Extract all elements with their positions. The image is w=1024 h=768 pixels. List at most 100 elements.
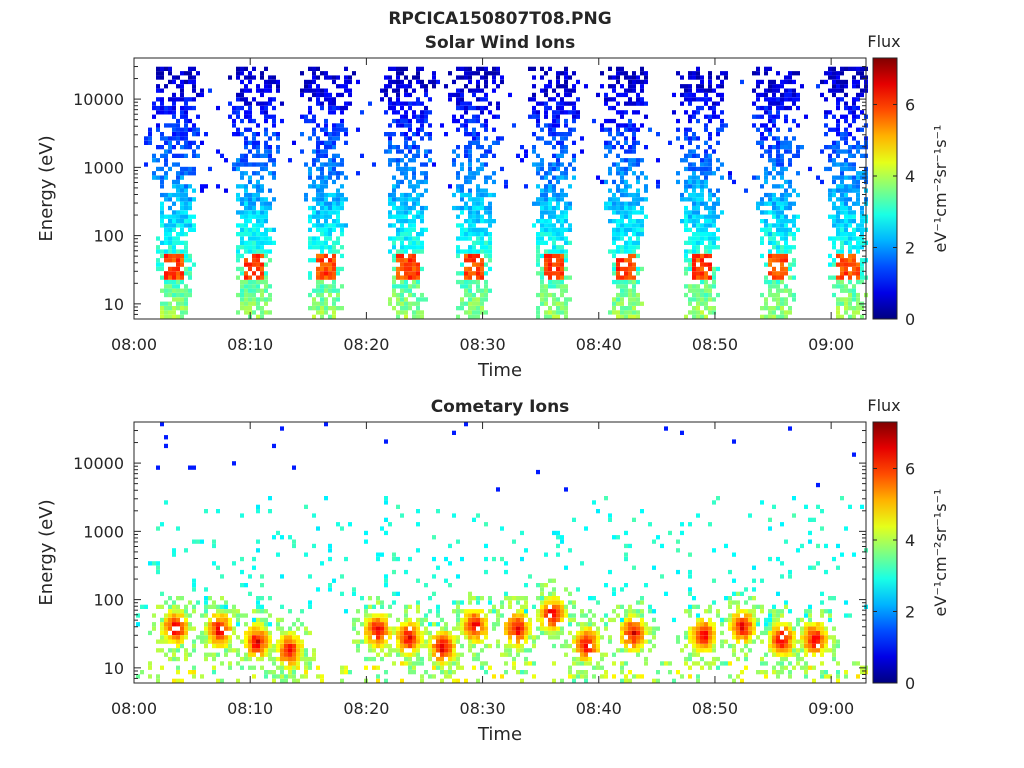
heat-cell (516, 670, 520, 675)
heat-cell (316, 201, 320, 206)
heat-cell (388, 214, 392, 219)
heat-cell (764, 219, 768, 224)
heat-cell (456, 617, 460, 623)
heat-cell (612, 105, 616, 111)
heat-cell (860, 210, 864, 215)
heat-cell (772, 101, 776, 106)
heat-cell (136, 674, 140, 679)
heat-cell (620, 301, 624, 306)
heat-cell (268, 639, 272, 644)
heat-cell (180, 609, 184, 614)
heat-cell (696, 236, 700, 241)
heat-cell (464, 292, 468, 298)
heat-cell (336, 123, 340, 128)
heat-cell (308, 88, 312, 93)
heat-cell (752, 175, 756, 180)
heat-cell (264, 670, 268, 675)
heat-cell (236, 652, 240, 657)
solar-wind-axes-frame (133, 57, 867, 320)
heat-cell (180, 197, 184, 202)
heat-cell (268, 596, 272, 601)
heat-cell (704, 162, 708, 167)
heat-cell (264, 288, 268, 293)
heat-cell (500, 166, 504, 172)
heat-cell (192, 166, 196, 172)
heat-cell (400, 262, 404, 267)
heat-cell (552, 175, 556, 180)
heat-cell (400, 71, 404, 76)
heat-cell (184, 132, 188, 137)
heat-cell (252, 184, 256, 189)
heat-cell (396, 219, 400, 224)
heat-cell (416, 236, 420, 241)
heat-cell (784, 271, 788, 276)
heat-cell (188, 166, 192, 172)
heat-cell (832, 258, 836, 263)
heat-cell (332, 97, 336, 102)
heat-cell (384, 622, 388, 627)
heat-cell (388, 197, 392, 202)
heat-cell (468, 306, 472, 311)
heat-cell (332, 123, 336, 128)
heat-cell (304, 661, 308, 666)
heat-cell (212, 652, 216, 657)
heat-cell (268, 84, 272, 89)
heat-cell (236, 275, 240, 280)
heat-cell (608, 513, 612, 518)
heat-cell (192, 149, 196, 154)
heat-cell (236, 622, 240, 627)
heat-cell (184, 201, 188, 206)
heat-cell (432, 652, 436, 657)
heat-cell (612, 136, 616, 141)
heat-cell (548, 188, 552, 193)
heat-cell (240, 118, 244, 124)
heat-cell (404, 101, 408, 106)
heat-cell (704, 219, 708, 224)
heat-cell (772, 201, 776, 206)
heat-cell (208, 617, 212, 623)
heat-cell (516, 613, 520, 618)
heat-cell (512, 665, 516, 670)
heat-cell (564, 639, 568, 644)
heat-cell (536, 236, 540, 241)
heat-cell (316, 587, 320, 592)
heat-cell (244, 197, 248, 202)
heat-cell (472, 617, 476, 623)
heat-cell (616, 275, 620, 280)
heat-cell (192, 465, 196, 470)
heat-cell (256, 184, 260, 189)
heat-cell (160, 71, 164, 76)
heat-cell (616, 245, 620, 250)
heat-cell (620, 232, 624, 237)
heat-cell (484, 105, 488, 111)
heat-cell (420, 123, 424, 128)
heat-cell (700, 79, 704, 85)
heat-cell (256, 275, 260, 280)
heat-cell (248, 635, 252, 640)
heat-cell (628, 639, 632, 644)
heat-cell (396, 162, 400, 167)
heat-cell (560, 604, 564, 609)
heat-cell (828, 66, 832, 71)
heat-cell (200, 184, 204, 189)
heat-cell (692, 219, 696, 224)
heat-cell (328, 171, 332, 176)
heat-cell (184, 101, 188, 106)
heat-cell (316, 236, 320, 241)
heat-cell (700, 192, 704, 198)
heat-cell (428, 132, 432, 137)
heat-cell (292, 140, 296, 145)
heat-cell (692, 71, 696, 76)
heat-cell (480, 232, 484, 237)
heat-cell (852, 84, 856, 89)
heat-cell (768, 66, 772, 71)
heat-cell (472, 132, 476, 137)
heat-cell (316, 88, 320, 93)
heat-cell (240, 210, 244, 215)
heat-cell (608, 66, 612, 71)
heat-cell (480, 166, 484, 172)
heat-cell (308, 97, 312, 102)
heat-cell (156, 110, 160, 115)
heat-cell (468, 258, 472, 263)
heat-cell (692, 271, 696, 276)
